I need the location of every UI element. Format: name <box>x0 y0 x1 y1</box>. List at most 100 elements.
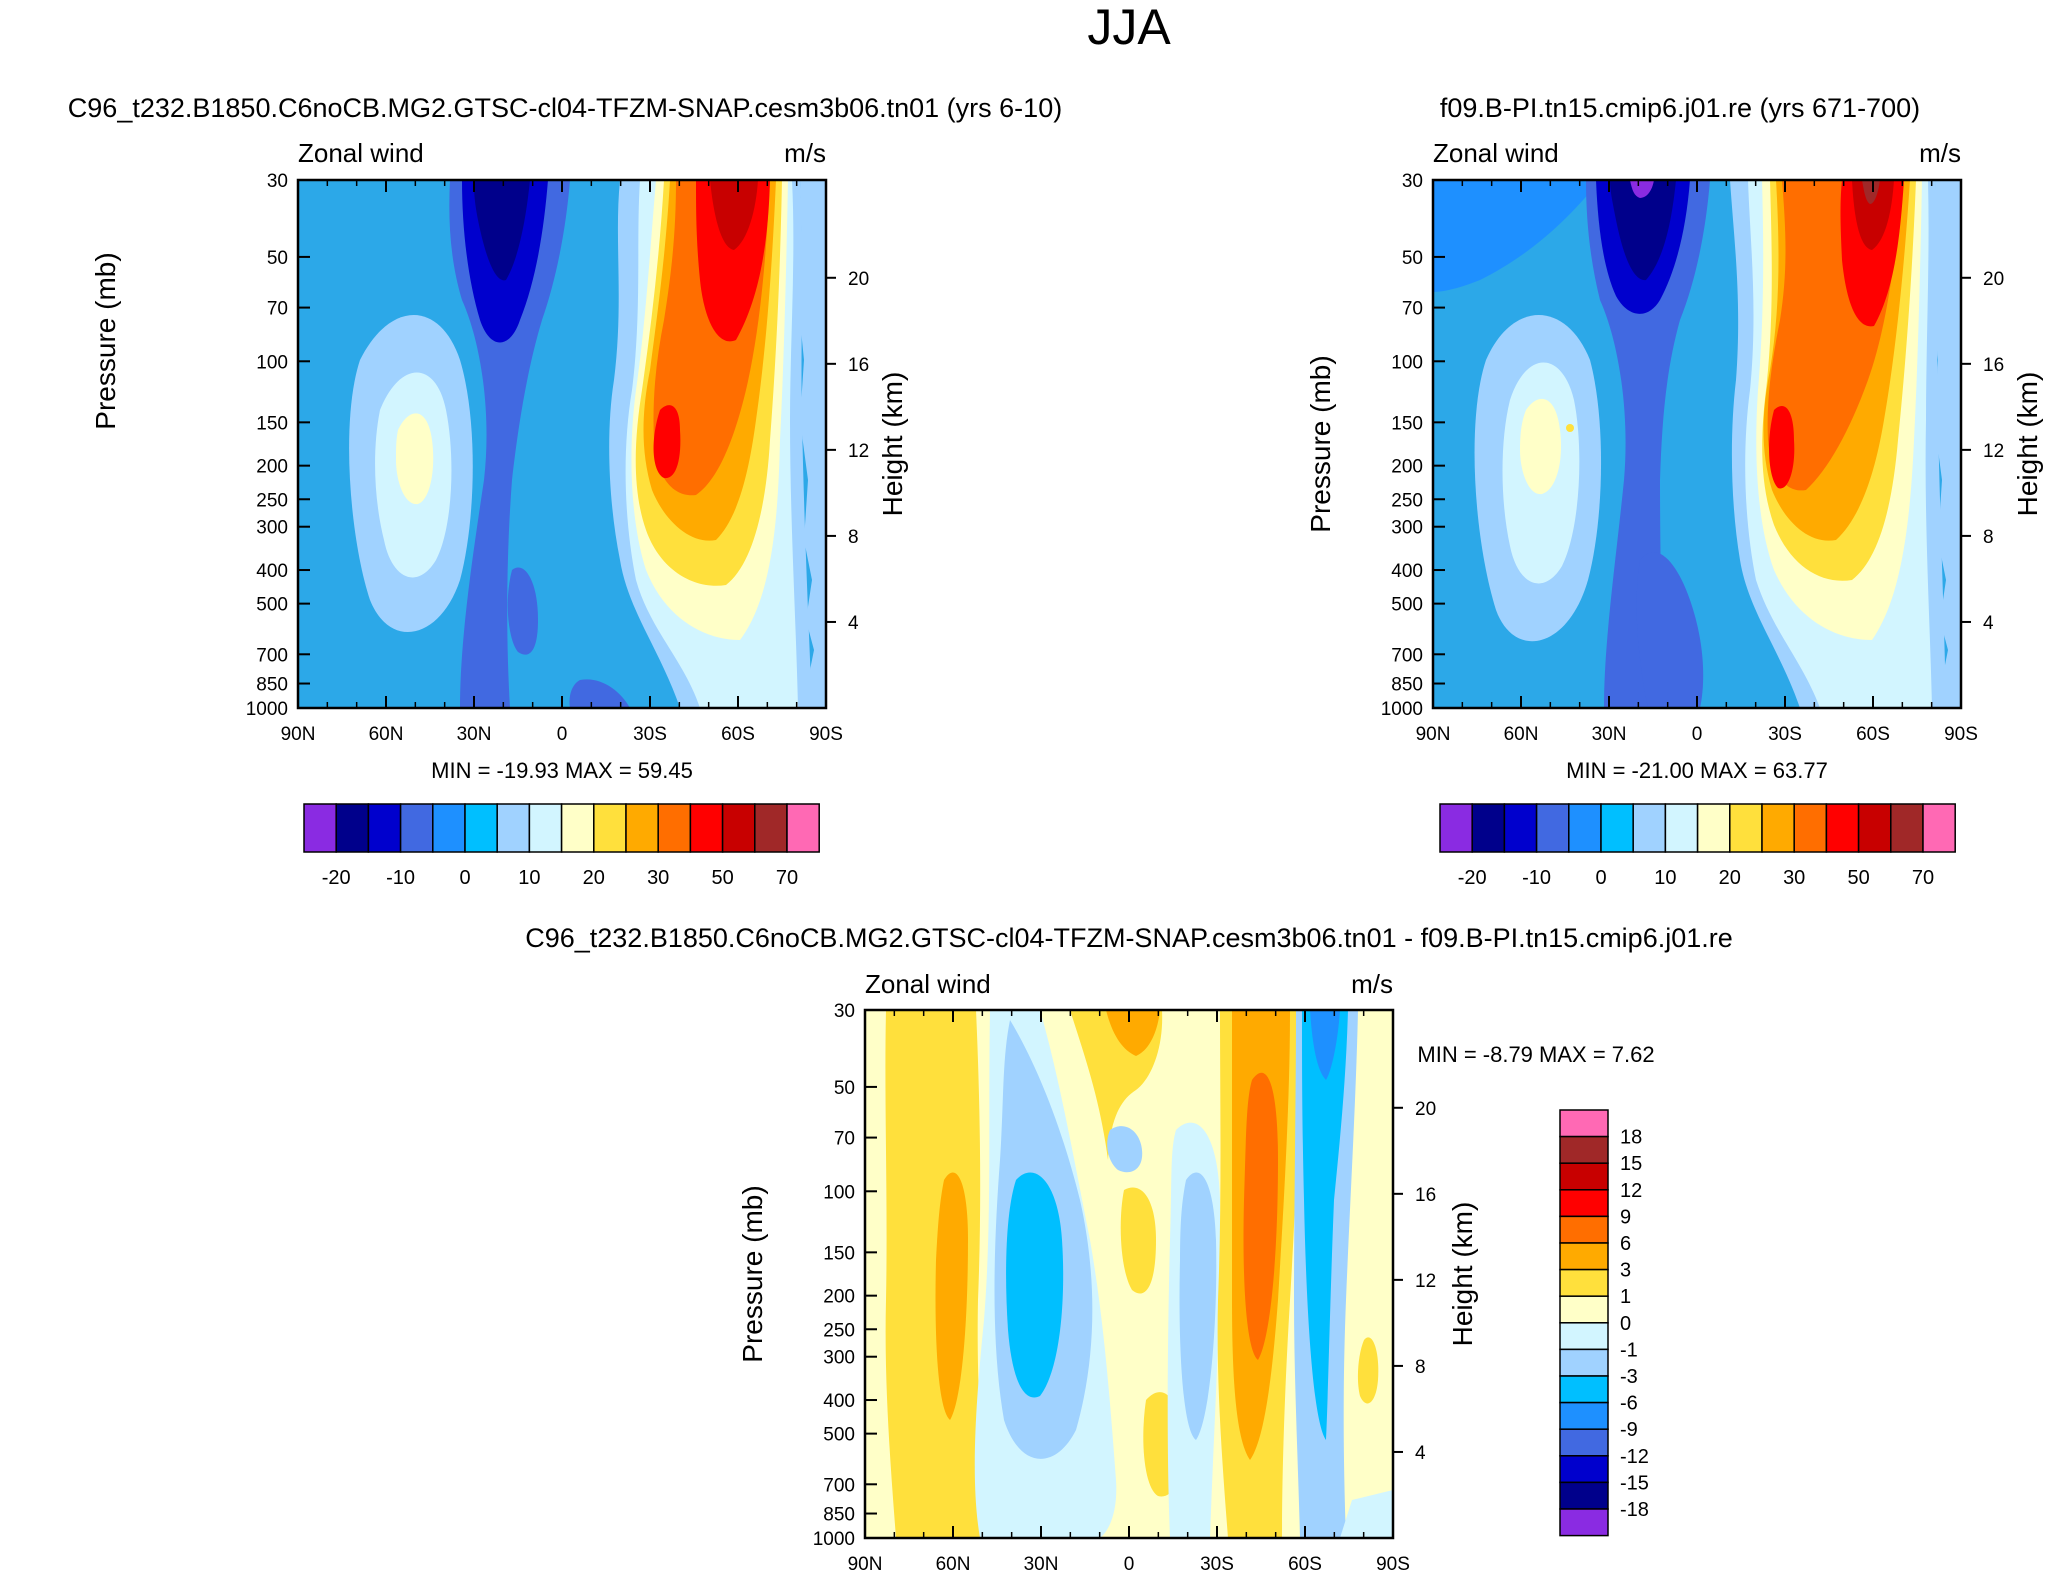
y-tick-label: 850 <box>1391 675 1423 696</box>
x-tick-label: 30N <box>1592 724 1627 745</box>
colorbar-label: -1 <box>1620 1339 1638 1361</box>
panel-2-minmax: MIN = -21.00 MAX = 63.77 <box>1566 758 1828 783</box>
y-tick-label: 200 <box>823 1287 855 1308</box>
y2-tick-label: 4 <box>1415 1443 1426 1464</box>
panel-2-ylabel: Pressure (mb) <box>1305 355 1336 532</box>
panel-2-easterly-low <box>1636 552 1704 708</box>
colorbar-swatch <box>1793 803 1828 853</box>
y-tick-label: 400 <box>823 1391 855 1412</box>
colorbar-swatch <box>1559 1215 1609 1244</box>
colorbar-swatch <box>1559 1348 1609 1377</box>
colorbar-swatch <box>432 803 466 853</box>
colorbar-label: 30 <box>1783 867 1805 889</box>
colorbar-swatch <box>303 803 337 853</box>
x-tick-label: 60S <box>1856 724 1890 745</box>
colorbar-swatch <box>1559 1268 1609 1297</box>
colorbar-label: -10 <box>386 867 415 889</box>
panel-3-negative-polar-mid <box>1302 1010 1348 1440</box>
panel-3-y2label: Height (km) <box>1447 1202 1478 1347</box>
panel-3-positive-eq-core <box>1106 1010 1160 1056</box>
panel-2-jet-core-top <box>1852 180 1894 250</box>
colorbar-label: -10 <box>1522 867 1551 889</box>
y-tick-label: 150 <box>256 413 288 434</box>
panel-3-minmax: MIN = -8.79 MAX = 7.62 <box>1417 1042 1654 1067</box>
x-tick-label: 90S <box>1944 724 1978 745</box>
panel-1-easterly-core <box>474 180 530 281</box>
colorbar-label: 0 <box>1595 867 1606 889</box>
colorbar-swatch <box>689 803 724 853</box>
x-tick-label: 60S <box>1288 1554 1322 1575</box>
y-tick-label: 150 <box>1391 413 1423 434</box>
colorbar-label: 0 <box>459 867 470 889</box>
panel-1-title: C96_t232.B1850.C6noCB.MG2.GTSC-cl04-TFZM… <box>68 93 1062 123</box>
y-tick-label: 30 <box>1402 171 1423 192</box>
colorbar-swatch <box>1559 1455 1609 1484</box>
y2-tick-label: 16 <box>848 355 869 376</box>
panel-2-axes: 90N 60N 30N 0 30S 60S 90S 30 50 70 100 150 200 250 300… <box>1381 171 2004 745</box>
colorbar-swatch <box>1559 1481 1609 1510</box>
panel-2-westerly-max-dot <box>1566 424 1574 432</box>
colorbar-swatch <box>1825 803 1860 853</box>
colorbar-swatch <box>1559 1162 1609 1191</box>
x-tick-label: 90N <box>281 724 316 745</box>
y-tick-label: 500 <box>1391 595 1423 616</box>
colorbar-swatch <box>1559 1189 1609 1218</box>
y2-tick-label: 8 <box>1983 527 1994 548</box>
colorbar-label: 50 <box>711 867 733 889</box>
y-tick-label: 300 <box>256 518 288 539</box>
colorbar-swatch <box>721 803 756 853</box>
colorbar-swatch <box>1664 803 1699 853</box>
colorbar-label: -9 <box>1620 1419 1638 1441</box>
panel-3-colorbar: 18 15 12 9 6 3 1 0 -1 -3 -6 -9 -12 -15 -18 <box>1559 1109 1649 1537</box>
x-tick-label: 0 <box>1692 724 1703 745</box>
y-tick-label: 100 <box>1391 352 1423 373</box>
panel-1-colorbar: -20 -10 0 10 20 30 50 70 <box>303 803 820 889</box>
panel-1-edge-band <box>798 180 826 708</box>
panel-2-edge-band <box>1932 180 1961 708</box>
y-tick-label: 250 <box>256 490 288 511</box>
y2-tick-label: 8 <box>848 527 859 548</box>
colorbar-label: 10 <box>1654 867 1676 889</box>
panel-1-jet-core-max <box>653 405 681 479</box>
y2-tick-label: 8 <box>1415 1357 1426 1378</box>
colorbar-swatch <box>657 803 692 853</box>
colorbar-swatch <box>1559 1242 1609 1271</box>
panel-3-title: C96_t232.B1850.C6noCB.MG2.GTSC-cl04-TFZM… <box>525 923 1733 953</box>
panel-3-negative-eq-blob <box>1107 1126 1143 1173</box>
colorbar-swatch <box>335 803 370 853</box>
panel-3-positive-eq-mid <box>1120 1187 1156 1294</box>
y2-tick-label: 16 <box>1983 355 2004 376</box>
colorbar-label: 20 <box>1719 867 1741 889</box>
colorbar-label: -18 <box>1620 1499 1649 1521</box>
colorbar-swatch <box>399 803 434 853</box>
panel-3-positive-polar-blob <box>1357 1337 1379 1404</box>
colorbar-swatch <box>1696 803 1731 853</box>
x-tick-label: 60N <box>369 724 404 745</box>
y-tick-label: 250 <box>823 1320 855 1341</box>
y2-tick-label: 20 <box>848 269 869 290</box>
y-tick-label: 30 <box>267 171 288 192</box>
colorbar-label: 15 <box>1620 1153 1642 1175</box>
y-tick-label: 700 <box>823 1475 855 1496</box>
y2-tick-label: 12 <box>848 441 869 462</box>
panel-2-easterly-shell <box>1586 180 1710 708</box>
panel-1-surface-easterly <box>569 679 630 708</box>
y2-tick-label: 4 <box>848 613 859 634</box>
panel-2-jet-core-peak <box>1862 180 1880 204</box>
panel-2-easterly-core <box>1610 180 1676 281</box>
panel-1-axes: 90N 60N 30N 0 30S 60S 90S 30 50 70 100 150 200 250 300… <box>246 171 869 745</box>
colorbar-label: 10 <box>518 867 540 889</box>
y-tick-label: 850 <box>256 675 288 696</box>
y-tick-label: 50 <box>267 248 288 269</box>
colorbar-swatch <box>1535 803 1570 853</box>
panel-3-ylabel: Pressure (mb) <box>737 1185 768 1362</box>
panel-3-units-label: m/s <box>1351 969 1393 999</box>
panel-3-contours <box>865 1010 1393 1538</box>
colorbar-swatch <box>1761 803 1795 853</box>
y-tick-label: 850 <box>823 1505 855 1526</box>
x-tick-label: 60N <box>1504 724 1539 745</box>
y-tick-label: 50 <box>1402 248 1423 269</box>
panel-2-easterly-min <box>1630 180 1654 198</box>
y2-tick-label: 20 <box>1983 269 2004 290</box>
colorbar-swatch <box>1729 803 1763 853</box>
